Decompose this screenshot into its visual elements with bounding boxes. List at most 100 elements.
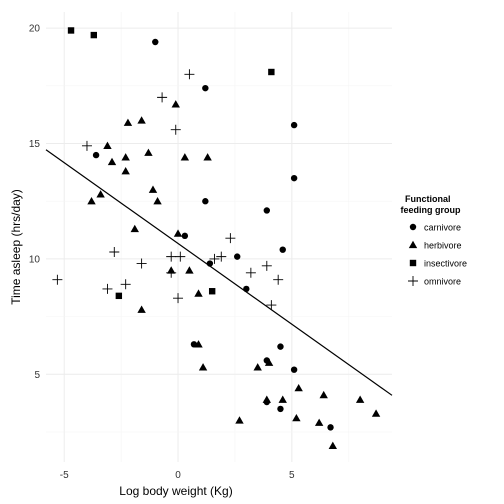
carnivore-point [277, 343, 284, 350]
herbivore-point [171, 100, 180, 108]
carnivore-point [202, 198, 209, 205]
x-tick-label: -5 [60, 470, 69, 481]
omnivore-point [245, 267, 256, 278]
herbivore-point [292, 413, 301, 422]
y-axis-title: Time asleep (hrs/day) [9, 189, 23, 305]
legend-label-insectivore: insectivore [424, 259, 467, 269]
legend-title-line-1: Functional [405, 194, 451, 204]
omnivore-point [209, 253, 220, 264]
legend-title-line-2: feeding group [398, 205, 461, 215]
legend-items: carnivore herbivore insectivore omnivore [408, 223, 467, 287]
legend-title: Functional feeding group [398, 194, 461, 215]
legend-key-omnivore [408, 276, 418, 286]
carnivore-point [243, 285, 250, 293]
y-tick-label: 15 [29, 139, 41, 150]
carnivore-point [290, 121, 298, 129]
series-herbivore [87, 100, 381, 449]
omnivore-point [273, 274, 284, 285]
insectivore-point [90, 31, 98, 39]
herbivore-point [355, 395, 365, 403]
series-insectivore [67, 27, 275, 300]
omnivore-point [120, 279, 131, 290]
omnivore-point [175, 251, 186, 262]
herbivore-point [87, 197, 96, 205]
carnivore-point [152, 38, 159, 46]
herbivore-point [103, 141, 112, 149]
legend-key-herbivore [408, 240, 418, 249]
carnivore-point [206, 260, 214, 267]
insectivore-point [67, 27, 75, 34]
insectivore-point [268, 68, 275, 76]
carnivore-point [92, 151, 100, 159]
series-omnivore [52, 69, 284, 311]
herbivore-point [235, 416, 244, 424]
omnivore-point [225, 233, 236, 244]
herbivore-point [198, 363, 208, 371]
insectivore-point [115, 292, 123, 300]
omnivore-point [102, 283, 113, 294]
herbivore-point [137, 305, 146, 313]
legend-item-herbivore: herbivore [408, 240, 462, 251]
legend-key-carnivore [409, 223, 417, 231]
herbivore-point [194, 340, 203, 348]
legend-label-omnivore: omnivore [424, 277, 461, 287]
herbivore-point [173, 229, 183, 237]
regression-line [45, 149, 393, 396]
legend-item-insectivore: insectivore [409, 259, 467, 269]
legend-item-omnivore: omnivore [408, 276, 461, 287]
legend: Functional feeding group carnivore herbiv… [398, 194, 467, 287]
omnivore-point [157, 92, 168, 103]
herbivore-point [264, 358, 274, 366]
herbivore-point [185, 266, 194, 274]
omnivore-point [166, 251, 177, 262]
carnivore-point [234, 253, 241, 260]
omnivore-point [216, 251, 227, 262]
data-points [52, 27, 381, 449]
omnivore-point [81, 140, 92, 151]
axis-ticks: -5 0 5 5 10 15 20 [29, 24, 295, 481]
x-tick-label: 5 [289, 470, 295, 481]
herbivore-point [194, 289, 203, 297]
series-carnivore [92, 38, 334, 431]
herbivore-point [328, 441, 338, 449]
legend-label-herbivore: herbivore [424, 241, 462, 251]
carnivore-point [263, 207, 271, 214]
omnivore-point [266, 300, 277, 311]
omnivore-point [173, 293, 184, 304]
carnivore-point [290, 366, 298, 373]
herbivore-point [153, 197, 162, 205]
carnivore-point [202, 84, 209, 92]
carnivore-point [290, 174, 298, 182]
herbivore-point [123, 118, 133, 126]
x-axis-title: Log body weight (Kg) [119, 484, 232, 498]
y-tick-label: 10 [29, 254, 41, 265]
herbivore-point [314, 418, 324, 426]
herbivore-point [137, 116, 146, 124]
herbivore-point [96, 190, 105, 198]
herbivore-point [144, 148, 153, 156]
herbivore-point [262, 395, 272, 403]
carnivore-point [181, 232, 189, 240]
carnivore-point [277, 405, 284, 413]
herbivore-point [319, 390, 328, 399]
herbivore-point [203, 153, 212, 161]
omnivore-point [261, 260, 272, 271]
omnivore-point [52, 274, 63, 285]
omnivore-point [109, 247, 120, 257]
regression-line-group [45, 149, 393, 396]
herbivore-point [253, 363, 262, 371]
herbivore-point [107, 157, 117, 166]
x-tick-label: 0 [175, 470, 181, 481]
legend-label-carnivore: carnivore [424, 223, 461, 233]
herbivore-point [278, 395, 287, 403]
herbivore-point [121, 153, 130, 161]
omnivore-point [166, 267, 177, 278]
omnivore-point [170, 124, 181, 135]
omnivore-point [136, 258, 147, 269]
legend-key-insectivore [409, 259, 417, 267]
carnivore-point [279, 246, 286, 253]
legend-item-carnivore: carnivore [409, 223, 461, 233]
grid [46, 12, 392, 462]
herbivore-point [121, 167, 130, 175]
